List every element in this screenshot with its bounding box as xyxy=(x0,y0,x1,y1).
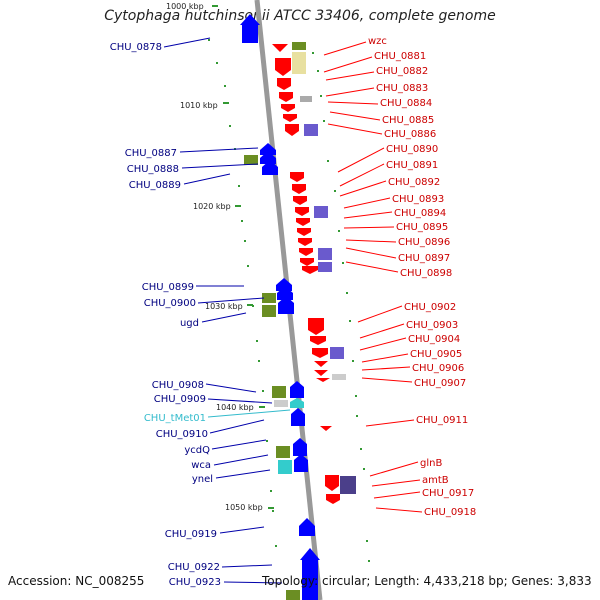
ruler-label-1020: 1020 kbp xyxy=(193,202,231,211)
gene-label: CHU_0886 xyxy=(384,129,436,140)
gene-label: CHU_0890 xyxy=(386,144,438,155)
gene-label: CHU_0903 xyxy=(406,320,458,331)
gene-label: wzc xyxy=(368,36,387,47)
gene-label: CHU_0906 xyxy=(412,363,464,374)
gene-label: CHU_0904 xyxy=(408,334,460,345)
map-title: Cytophaga hutchinsonii ATCC 33406, compl… xyxy=(104,8,496,24)
gene-label: CHU_0892 xyxy=(388,177,440,188)
gene-label: CHU_0885 xyxy=(382,115,434,126)
gene-label: CHU_0898 xyxy=(400,268,452,279)
gene-label: CHU_0889 xyxy=(129,180,181,191)
gene-label: CHU_0881 xyxy=(374,51,426,62)
trna-leader-line xyxy=(207,409,291,418)
gene-label: ynel xyxy=(192,474,213,485)
forward-strand-genes xyxy=(240,14,320,600)
gene-label: wca xyxy=(191,460,211,471)
gene-label: CHU_0918 xyxy=(424,507,476,518)
gene-label: amtB xyxy=(422,475,449,486)
gene-label: CHU_0900 xyxy=(144,298,196,309)
gene-label: CHU_0896 xyxy=(398,237,450,248)
ruler-label-1040: 1040 kbp xyxy=(216,403,254,412)
gene-label: CHU_0884 xyxy=(380,98,432,109)
gene-label: ycdQ xyxy=(184,445,210,456)
gene-label: CHU_0923 xyxy=(169,577,221,588)
gene-label: ugd xyxy=(180,318,199,329)
gene-label: CHU_0917 xyxy=(422,488,474,499)
gene-label: CHU_0888 xyxy=(127,164,179,175)
gene-label: CHU_0883 xyxy=(376,83,428,94)
right-gene-labels: wzc CHU_0881 CHU_0882 CHU_0883 CHU_0884 … xyxy=(368,36,476,518)
gene-label: CHU_0922 xyxy=(168,562,220,573)
ruler-label-1050: 1050 kbp xyxy=(225,503,263,512)
ruler-label-1030: 1030 kbp xyxy=(205,302,243,311)
accession-label: Accession: NC_008255 xyxy=(8,574,145,588)
right-dotted-guide xyxy=(312,52,370,562)
gene-label: CHU_0905 xyxy=(410,349,462,360)
gene-label: CHU_0878 xyxy=(110,42,162,53)
gene-label: CHU_0908 xyxy=(152,380,204,391)
gene-label: glnB xyxy=(420,458,442,469)
gene-label: CHU_0895 xyxy=(396,222,448,233)
gene-label: CHU_0911 xyxy=(416,415,468,426)
gene-label: CHU_0891 xyxy=(386,160,438,171)
left-gene-labels: CHU_0878 CHU_0887 CHU_0888 CHU_0889 CHU_… xyxy=(110,42,221,588)
gene-label: CHU_0882 xyxy=(376,66,428,77)
ruler-label-1010: 1010 kbp xyxy=(180,101,218,110)
gene-label: CHU_0887 xyxy=(125,148,177,159)
gene-label: CHU_0894 xyxy=(394,208,446,219)
gene-label: CHU_0910 xyxy=(156,429,208,440)
gene-label: CHU_0899 xyxy=(142,282,194,293)
gene-label: CHU_0919 xyxy=(165,529,217,540)
ruler-ticks xyxy=(212,5,274,509)
reverse-strand-genes xyxy=(272,44,340,504)
gene-label: CHU_0909 xyxy=(154,394,206,405)
gene-label: CHU_0902 xyxy=(404,302,456,313)
ruler-label-1000: 1000 kbp xyxy=(166,2,204,11)
topology-label: Topology: circular; Length: 4,433,218 bp… xyxy=(262,574,592,588)
gene-label: CHU_0897 xyxy=(398,253,450,264)
gene-label: CHU_0907 xyxy=(414,378,466,389)
left-leader-lines xyxy=(163,37,283,584)
gene-label: CHU_tMet01 xyxy=(144,413,206,424)
right-leader-lines xyxy=(323,41,423,513)
cog-category-boxes xyxy=(244,42,356,600)
gene-label: CHU_0893 xyxy=(392,194,444,205)
